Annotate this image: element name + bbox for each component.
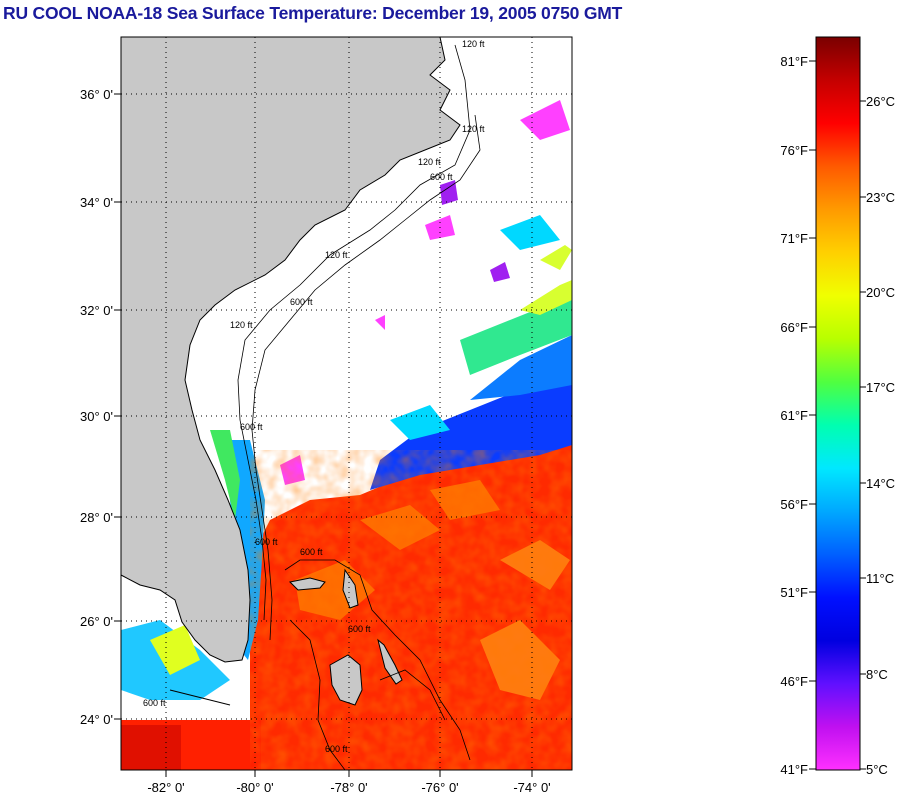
latitude-label: 28° 0' [80, 510, 113, 525]
purple-water-patches [440, 180, 510, 282]
contour-label: 600 ft [348, 624, 371, 634]
latitude-label: 36° 0' [80, 87, 113, 102]
contour-label: 600 ft [325, 744, 348, 754]
cyan-water-patches [390, 215, 560, 440]
contour-label: 120 ft [462, 124, 485, 134]
fahrenheit-label: 51°F [780, 585, 808, 600]
fahrenheit-label: 41°F [780, 762, 808, 777]
fahrenheit-label: 61°F [780, 408, 808, 423]
contour-label: 600 ft [430, 172, 453, 182]
longitude-label: -78° 0' [330, 780, 367, 795]
longitude-label: -76° 0' [421, 780, 458, 795]
longitude-label: -80° 0' [236, 780, 273, 795]
map-title: RU COOL NOAA-18 Sea Surface Temperature:… [3, 3, 623, 23]
celsius-label: 11°C [866, 571, 894, 586]
fahrenheit-label: 66°F [780, 320, 808, 335]
land-abaco [342, 568, 359, 609]
fahrenheit-label: 46°F [780, 674, 808, 689]
latitude-label: 26° 0' [80, 614, 113, 629]
latitude-label: 34° 0' [80, 195, 113, 210]
contour-label: 600 ft [300, 547, 323, 557]
graticule [121, 37, 572, 770]
gulf-coast-yellow [150, 625, 200, 675]
contour-label: 120 ft [462, 39, 485, 49]
celsius-label: 5°C [866, 762, 888, 777]
contour-label: 600 ft [143, 698, 166, 708]
land-eleuthera [377, 638, 403, 685]
latitude-label: 32° 0' [80, 303, 113, 318]
nearshore-green-strip [210, 430, 240, 520]
contour-label: 600 ft [290, 297, 313, 307]
colorbar-ticks [809, 60, 866, 770]
fahrenheit-label: 56°F [780, 497, 808, 512]
contour-600ft [251, 114, 481, 641]
cool-water-band-2 [470, 335, 572, 400]
celsius-label: 8°C [866, 667, 888, 682]
contour-120ft [237, 44, 471, 621]
yellow-water-patches [520, 245, 572, 315]
contour-label: 600 ft [240, 422, 263, 432]
celsius-label: 23°C [866, 190, 895, 205]
latitude-label: 24° 0' [80, 712, 113, 727]
celsius-label: 14°C [866, 476, 895, 491]
sst-texture [250, 450, 572, 770]
fahrenheit-label: 71°F [780, 231, 808, 246]
land-florida-keys [169, 689, 231, 706]
land-andros-island [329, 654, 363, 706]
celsius-label: 17°C [866, 380, 895, 395]
celsius-label: 20°C [866, 285, 895, 300]
contour-label: 600 ft [255, 537, 278, 547]
map-frame [120, 36, 573, 771]
longitude-label: -82° 0' [147, 780, 184, 795]
magenta-water-patches [280, 100, 570, 485]
contour-label: 120 ft [418, 157, 441, 167]
contour-label: 120 ft [230, 320, 253, 330]
contour-label: 120 ft [325, 250, 348, 260]
longitude-label: -74° 0' [513, 780, 550, 795]
land-grand-bahama [288, 577, 326, 591]
colorbar-gradient [815, 36, 861, 771]
fahrenheit-label: 76°F [780, 143, 808, 158]
celsius-label: 26°C [866, 94, 895, 109]
contour-bahamas [284, 559, 471, 770]
fahrenheit-label: 81°F [780, 54, 808, 69]
latitude-label: 30° 0' [80, 409, 113, 424]
land-us-coast [121, 37, 461, 663]
warm-water-south-strip-dark [121, 725, 181, 770]
map-axis-ticks [114, 93, 533, 777]
